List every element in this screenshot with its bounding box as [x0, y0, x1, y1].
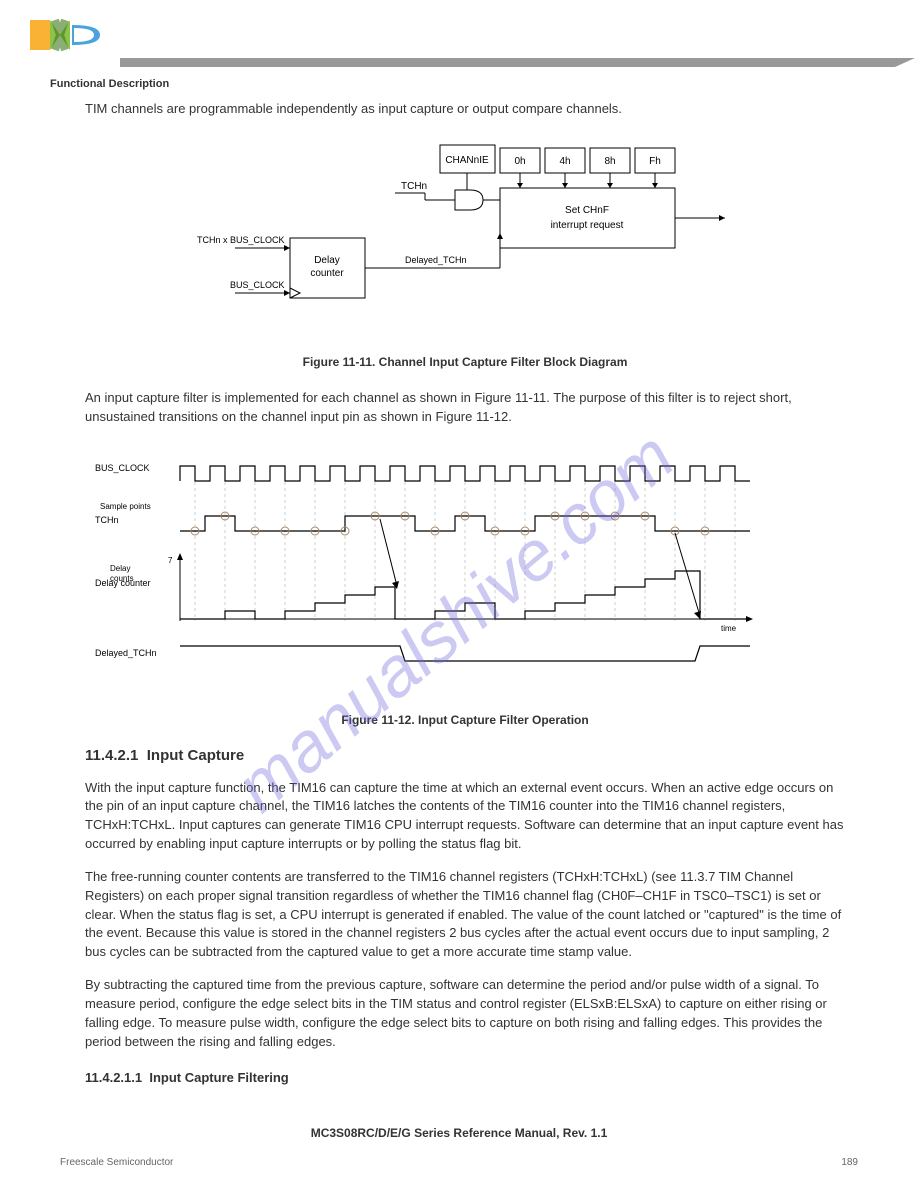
svg-text:Delay: Delay: [314, 255, 340, 266]
svg-text:7: 7: [168, 556, 173, 565]
section-body-1: With the input capture function, the TIM…: [85, 779, 845, 854]
nxp-logo: [30, 15, 120, 55]
sig-tchn: TCHn: [401, 181, 427, 192]
svg-text:interrupt request: interrupt request: [551, 220, 624, 231]
figure-11-12-timing: BUS_CLOCK TCHn Sample points: [85, 441, 845, 701]
svg-text:time: time: [721, 624, 737, 633]
footer-left: Freescale Semiconductor: [60, 1157, 173, 1168]
svg-text:Sample points: Sample points: [100, 502, 151, 511]
figure-11-11-diagram: CHANnIE TCHn 0h 4h 8h Fh: [85, 133, 845, 343]
subsection-heading: 11.4.2.1.1 Input Capture Filtering: [85, 1070, 845, 1085]
footer-doc-title: MC3S08RC/D/E/G Series Reference Manual, …: [0, 1126, 918, 1140]
section-body-2: The free-running counter contents are tr…: [85, 868, 845, 962]
subsection-title: Input Capture Filtering: [149, 1070, 288, 1085]
svg-text:4h: 4h: [559, 156, 570, 167]
section-body-3: By subtracting the captured time from th…: [85, 976, 845, 1051]
svg-text:Delayed_TCHn: Delayed_TCHn: [95, 648, 157, 658]
footer-right: 189: [841, 1157, 858, 1168]
svg-text:BUS_CLOCK: BUS_CLOCK: [95, 463, 150, 473]
svg-text:Delay: Delay: [110, 564, 130, 573]
svg-text:counts: counts: [110, 574, 134, 583]
section-title: Input Capture: [147, 747, 245, 764]
section-number: 11.4.2.1: [85, 747, 138, 764]
svg-text:TCHn: TCHn: [95, 515, 119, 525]
svg-text:Fh: Fh: [649, 156, 661, 167]
svg-text:BUS_CLOCK: BUS_CLOCK: [230, 280, 285, 290]
node-channie: CHANnIE: [445, 155, 489, 166]
figure-11-12-caption: Figure 11-12. Input Capture Filter Opera…: [85, 713, 845, 727]
para-after-fig11: An input capture filter is implemented f…: [85, 389, 845, 427]
header-section-label: Functional Description: [50, 78, 169, 90]
section-11-4-2-1-heading: 11.4.2.1 Input Capture: [85, 747, 845, 764]
footer: MC3S08RC/D/E/G Series Reference Manual, …: [0, 1126, 918, 1148]
svg-text:counter: counter: [310, 268, 344, 279]
svg-text:8h: 8h: [604, 156, 615, 167]
page-content: TIM channels are programmable independen…: [85, 100, 845, 1097]
svg-text:Delayed_TCHn: Delayed_TCHn: [405, 255, 467, 265]
intro-para: TIM channels are programmable independen…: [85, 100, 845, 119]
svg-text:Set CHnF: Set CHnF: [565, 205, 609, 216]
header-rule: [120, 58, 895, 67]
svg-text:0h: 0h: [514, 156, 525, 167]
subsection-number: 11.4.2.1.1: [85, 1070, 142, 1085]
figure-11-11-caption: Figure 11-11. Channel Input Capture Filt…: [85, 355, 845, 369]
svg-text:TCHn x BUS_CLOCK: TCHn x BUS_CLOCK: [197, 235, 285, 245]
